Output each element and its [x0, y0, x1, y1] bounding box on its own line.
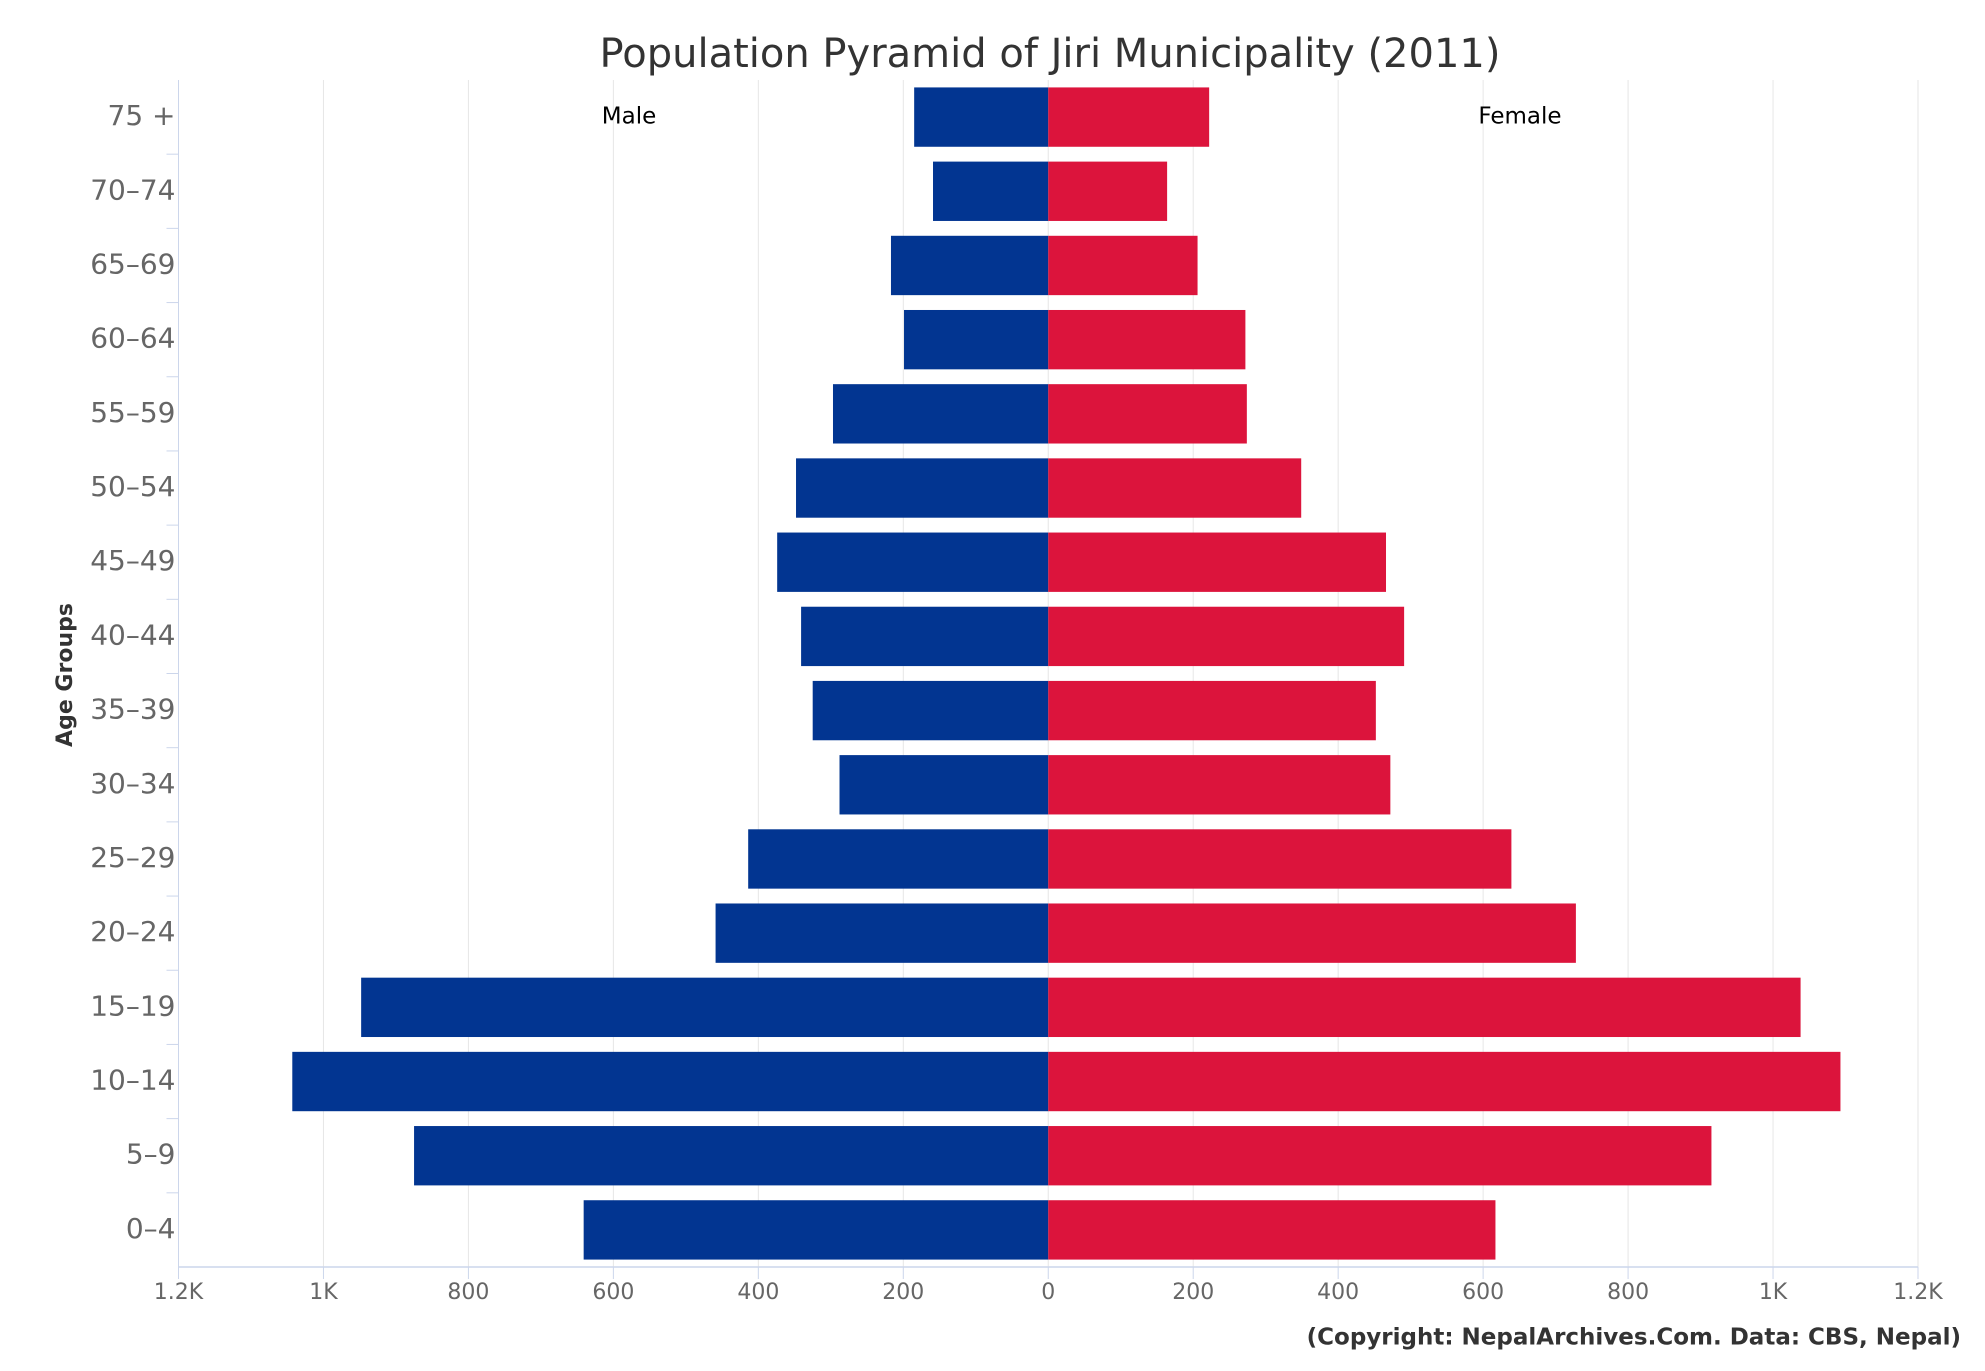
y-tick-label: 55–59 [90, 396, 175, 429]
x-tick-label: 1.2K [1893, 1280, 1943, 1305]
bar [1048, 1200, 1496, 1260]
bar [715, 903, 1049, 963]
y-tick-label: 60–64 [90, 322, 175, 355]
y-tick-label: 35–39 [90, 693, 175, 726]
y-tick-label: 10–14 [90, 1064, 175, 1097]
y-tick-label: 5–9 [126, 1138, 176, 1171]
bar [890, 235, 1049, 296]
bar [292, 1051, 1049, 1112]
x-tick-label: 1K [1759, 1280, 1788, 1305]
y-tick-label: 0–4 [126, 1212, 176, 1245]
bar [812, 680, 1049, 741]
bar [1048, 680, 1376, 741]
bar [914, 87, 1049, 147]
x-tick-label: 400 [1317, 1280, 1359, 1305]
y-tick-label: 15–19 [90, 989, 175, 1022]
bar [839, 755, 1049, 815]
y-tick-label: 45–49 [90, 544, 175, 577]
y-tick-label: 75 + [108, 99, 176, 132]
x-tick-label: 200 [1172, 1280, 1214, 1305]
x-tick-label: 1K [309, 1280, 338, 1305]
x-tick-label: 800 [1607, 1280, 1649, 1305]
x-tick-label: 0 [1041, 1280, 1055, 1305]
bar [1048, 1126, 1712, 1186]
bar [904, 309, 1049, 370]
bar [748, 829, 1049, 889]
x-tick-label: 400 [737, 1280, 779, 1305]
bar [1048, 87, 1210, 147]
bar [1048, 309, 1246, 370]
chart-title: Population Pyramid of Jiri Municipality … [600, 31, 1501, 77]
bar [801, 606, 1049, 667]
bar [414, 1126, 1049, 1186]
legend-label: Female [1478, 104, 1561, 130]
bar [777, 532, 1049, 592]
bar [1048, 532, 1387, 592]
x-tick-label: 600 [1462, 1280, 1504, 1305]
y-tick-label: 70–74 [90, 173, 175, 206]
bar [1048, 384, 1247, 444]
bar [1048, 755, 1391, 815]
bar [361, 977, 1049, 1038]
y-tick-label: 25–29 [90, 841, 175, 874]
bar [583, 1200, 1049, 1260]
y-tick-label: 65–69 [90, 247, 175, 280]
bar [1048, 606, 1405, 667]
bar [1048, 458, 1302, 518]
bar [1048, 161, 1168, 221]
bar [1048, 977, 1801, 1038]
bar [1048, 235, 1198, 296]
y-tick-label: 50–54 [90, 470, 175, 503]
y-tick-label: 30–34 [90, 767, 175, 800]
bar [933, 161, 1049, 221]
y-axis-title: Age Groups [53, 603, 78, 747]
x-tick-label: 1.2K [154, 1280, 204, 1305]
bar [796, 458, 1049, 518]
x-tick-label: 200 [882, 1280, 924, 1305]
bar [1048, 903, 1576, 963]
legend-label: Male [602, 104, 656, 130]
bar [832, 384, 1049, 444]
x-tick-label: 800 [447, 1280, 489, 1305]
x-tick-label: 600 [592, 1280, 634, 1305]
y-tick-label: 20–24 [90, 915, 175, 948]
credit: (Copyright: NepalArchives.Com. Data: CBS… [1307, 1325, 1961, 1351]
bar [1048, 829, 1512, 889]
y-tick-label: 40–44 [90, 618, 175, 651]
bar [1048, 1051, 1841, 1112]
